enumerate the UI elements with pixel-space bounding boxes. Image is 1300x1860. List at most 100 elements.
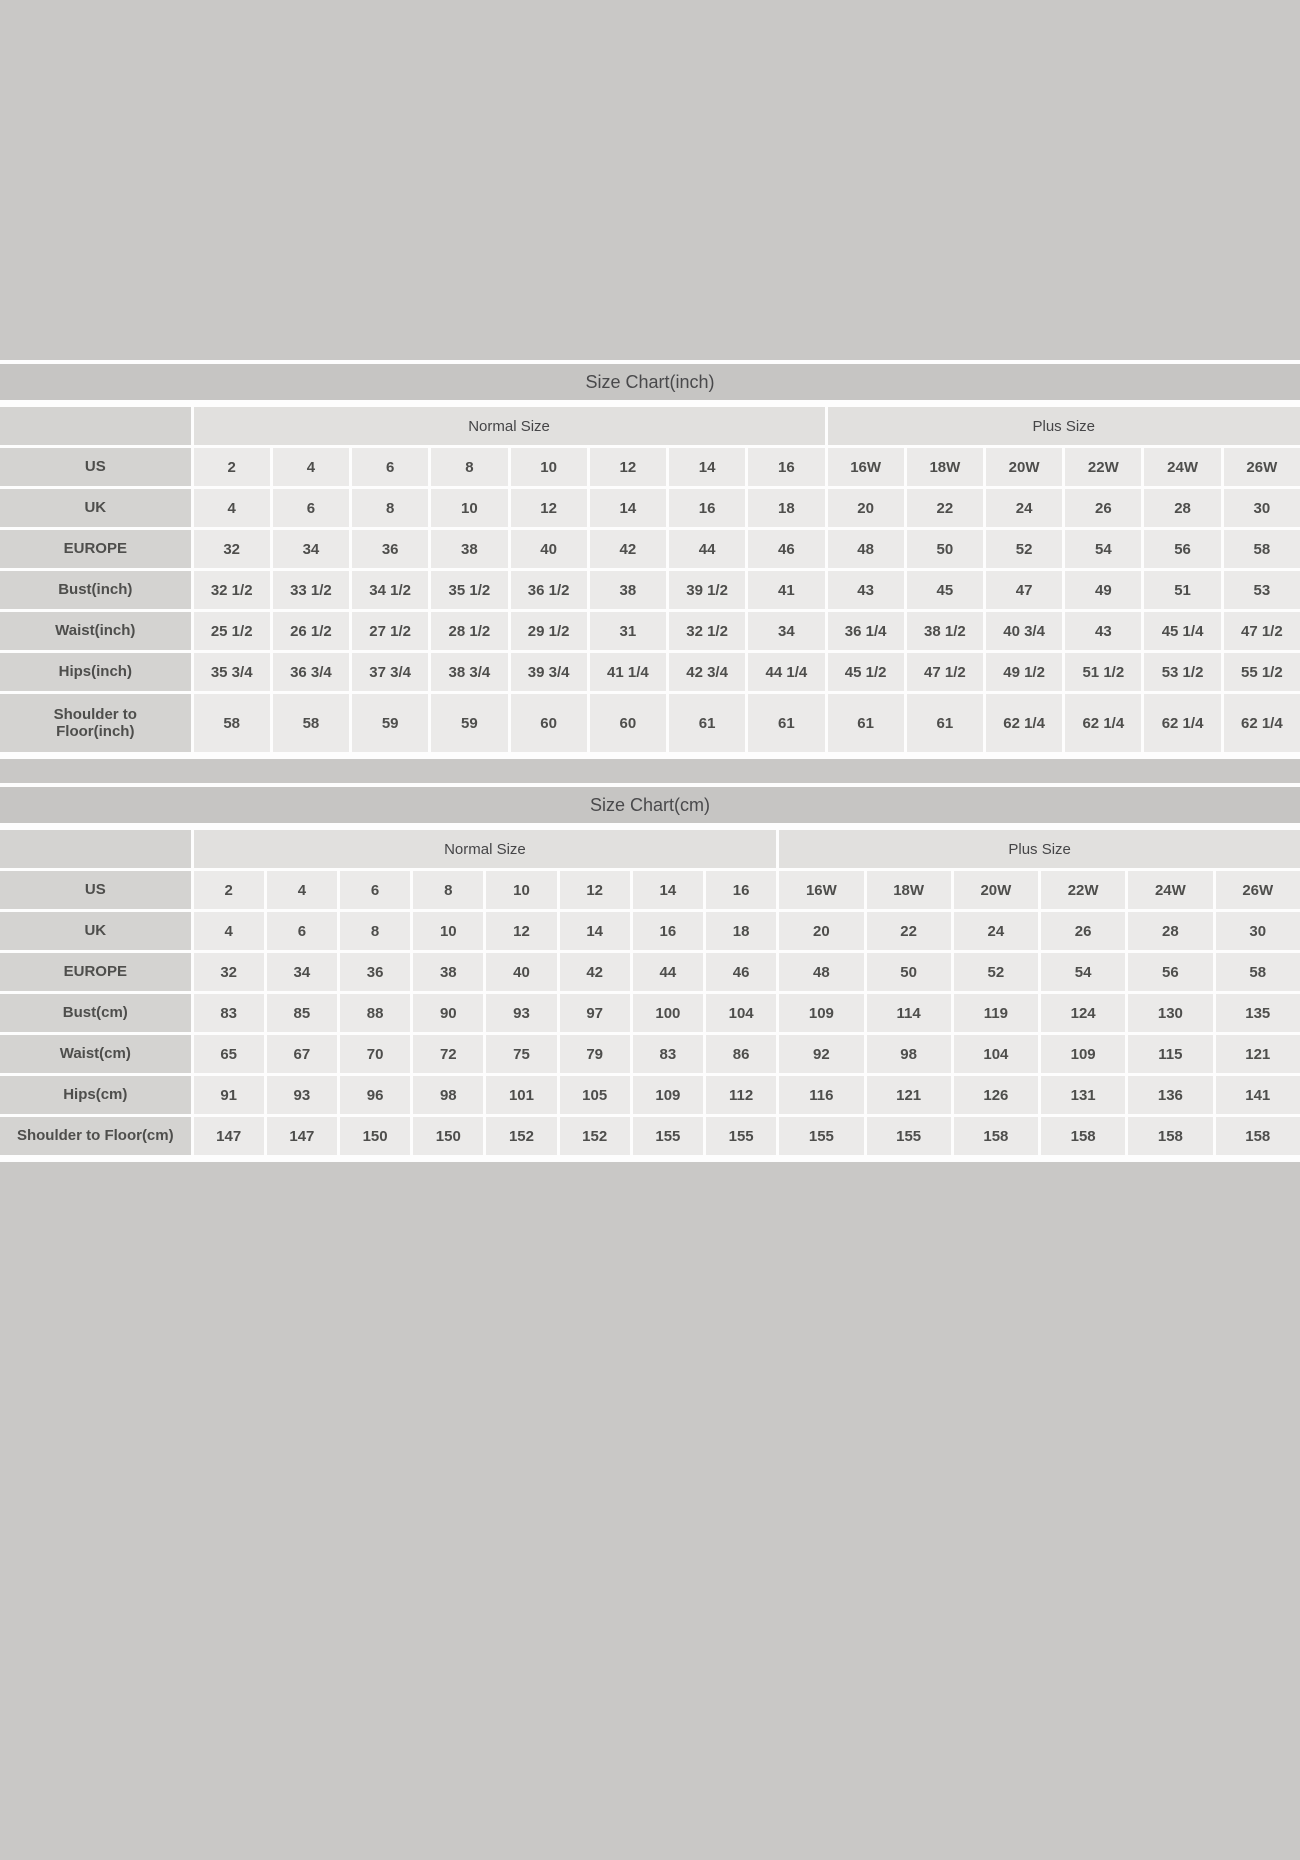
table-row: Hips(inch) 35 3/4 36 3/4 37 3/4 38 3/4 39 3/4… [0, 653, 1300, 691]
size-cell: 114 [866, 994, 951, 1032]
size-cell: 20W [953, 871, 1039, 909]
size-cell: 58 [272, 694, 350, 752]
size-chart-cm: Size Chart(cm) Normal Size Plus Size US 2 4… [0, 783, 1300, 1162]
size-cell: 152 [486, 1117, 557, 1155]
size-cell: 158 [1128, 1117, 1213, 1155]
size-cell: 6 [266, 912, 337, 950]
size-cell: 24W [1144, 448, 1221, 486]
size-cell: 158 [1041, 1117, 1126, 1155]
size-chart-inch-grid: Normal Size Plus Size US 2 4 6 8 10 12 14 16 16W 18… [0, 404, 1300, 755]
plus-size-header: Plus Size [779, 830, 1300, 868]
size-cell: 75 [486, 1035, 557, 1073]
size-cell: 12 [559, 871, 630, 909]
size-cell: 61 [668, 694, 746, 752]
size-cell: 6 [339, 871, 411, 909]
size-cell: 22W [1065, 448, 1142, 486]
table-row: US 2 4 6 8 10 12 14 16 16W 18W 20W 22W 24W 26W [0, 448, 1300, 486]
size-cell: 48 [779, 953, 864, 991]
size-cell: 116 [779, 1076, 864, 1114]
row-label: Shoulder to Floor(cm) [0, 1117, 191, 1155]
size-chart-inch: Size Chart(inch) Normal Size Plus Size US… [0, 360, 1300, 759]
group-header-row: Normal Size Plus Size [0, 407, 1300, 445]
size-cell: 96 [339, 1076, 411, 1114]
size-cell: 4 [266, 871, 337, 909]
size-cell: 98 [866, 1035, 951, 1073]
size-cell: 72 [413, 1035, 484, 1073]
size-cell: 47 1/2 [1223, 612, 1300, 650]
size-cell: 6 [272, 489, 350, 527]
size-cell: 43 [827, 571, 904, 609]
size-cell: 158 [1215, 1117, 1300, 1155]
size-cell: 93 [266, 1076, 337, 1114]
size-cell: 83 [632, 1035, 703, 1073]
size-cell: 60 [510, 694, 587, 752]
size-cell: 86 [706, 1035, 777, 1073]
size-cell: 30 [1215, 912, 1300, 950]
table-row: EUROPE 32 34 36 38 40 42 44 46 48 50 52 54 56 58 [0, 953, 1300, 991]
size-cell: 152 [559, 1117, 630, 1155]
size-cell: 39 1/2 [668, 571, 746, 609]
size-cell: 33 1/2 [272, 571, 350, 609]
size-cell: 38 [589, 571, 666, 609]
size-cell: 22W [1041, 871, 1126, 909]
row-label: Bust(cm) [0, 994, 191, 1032]
size-cell: 115 [1128, 1035, 1213, 1073]
table-row: UK 4 6 8 10 12 14 16 18 20 22 24 26 28 30 [0, 489, 1300, 527]
size-cell: 58 [1223, 530, 1300, 568]
size-cell: 48 [827, 530, 904, 568]
size-cell: 141 [1215, 1076, 1300, 1114]
size-cell: 35 1/2 [431, 571, 508, 609]
size-cell: 16 [668, 489, 746, 527]
corner-cell [0, 830, 191, 868]
size-cell: 54 [1041, 953, 1126, 991]
size-cell: 24W [1128, 871, 1213, 909]
size-cell: 16W [779, 871, 864, 909]
size-cell: 24 [953, 912, 1039, 950]
size-cell: 16 [706, 871, 777, 909]
size-cell: 32 1/2 [668, 612, 746, 650]
size-cell: 4 [193, 489, 270, 527]
size-cell: 26 [1065, 489, 1142, 527]
size-cell: 97 [559, 994, 630, 1032]
table-row: Bust(cm) 83 85 88 90 93 97 100 104 109 114 119 124 13… [0, 994, 1300, 1032]
size-cell: 44 [668, 530, 746, 568]
size-cell: 18W [866, 871, 951, 909]
table-row: Waist(inch) 25 1/2 26 1/2 27 1/2 28 1/2 29 1/… [0, 612, 1300, 650]
size-cell: 58 [193, 694, 270, 752]
size-cell: 58 [1215, 953, 1300, 991]
size-cell: 155 [779, 1117, 864, 1155]
size-cell: 8 [413, 871, 484, 909]
size-cell: 70 [339, 1035, 411, 1073]
size-cell: 61 [827, 694, 904, 752]
size-cell: 130 [1128, 994, 1213, 1032]
size-chart-cm-title: Size Chart(cm) [0, 787, 1300, 823]
size-cell: 53 1/2 [1144, 653, 1221, 691]
size-cell: 31 [589, 612, 666, 650]
size-cell: 36 [352, 530, 429, 568]
size-cell: 124 [1041, 994, 1126, 1032]
size-cell: 100 [632, 994, 703, 1032]
size-cell: 45 1/2 [827, 653, 904, 691]
size-cell: 36 [339, 953, 411, 991]
size-cell: 121 [866, 1076, 951, 1114]
size-cell: 38 3/4 [431, 653, 508, 691]
size-cell: 38 [431, 530, 508, 568]
size-cell: 50 [906, 530, 983, 568]
size-cell: 61 [906, 694, 983, 752]
size-cell: 52 [953, 953, 1039, 991]
size-cell: 62 1/4 [1144, 694, 1221, 752]
size-cell: 29 1/2 [510, 612, 587, 650]
size-cell: 126 [953, 1076, 1039, 1114]
size-chart-cm-table: Normal Size Plus Size US 2 4 6 8 10 12 14 16 16W 18… [0, 827, 1300, 1158]
size-cell: 16 [748, 448, 825, 486]
size-cell: 4 [193, 912, 264, 950]
size-cell: 98 [413, 1076, 484, 1114]
size-cell: 50 [866, 953, 951, 991]
size-cell: 38 [413, 953, 484, 991]
size-cell: 46 [748, 530, 825, 568]
size-cell: 37 3/4 [352, 653, 429, 691]
corner-cell [0, 407, 191, 445]
size-cell: 41 [748, 571, 825, 609]
size-cell: 79 [559, 1035, 630, 1073]
size-cell: 14 [589, 489, 666, 527]
